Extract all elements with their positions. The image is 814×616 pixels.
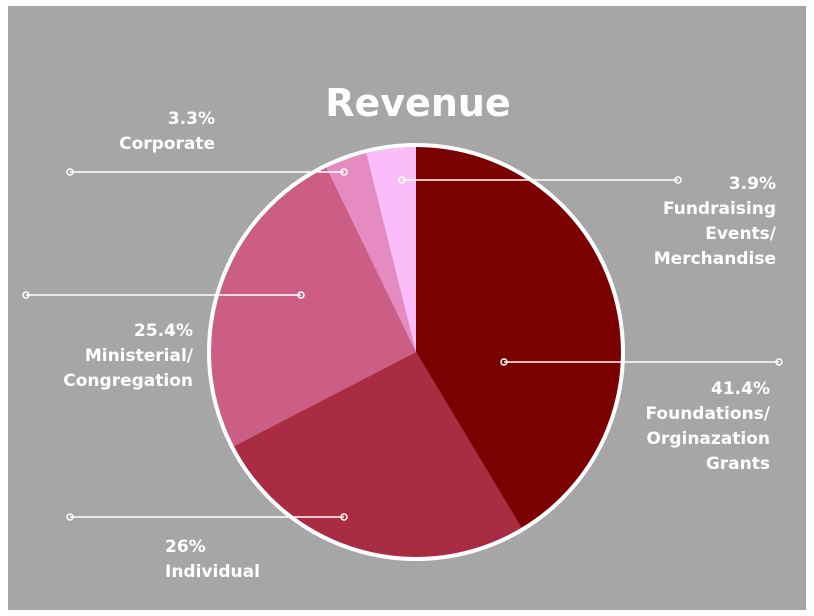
category-label: Foundations/Orginazation Grants xyxy=(645,404,770,474)
value-label: 25.4% xyxy=(134,321,193,341)
leader-dot xyxy=(297,291,305,299)
category-label: Fundraising Events/Merchandise xyxy=(654,199,777,269)
category-label: Ministerial/Congregation xyxy=(63,346,194,391)
leader-dot xyxy=(22,291,30,299)
leader-dot xyxy=(398,176,406,184)
category-label: Corporate xyxy=(119,134,215,154)
value-label: 3.9% xyxy=(729,174,776,194)
pie-slice xyxy=(366,147,416,352)
pie-slice xyxy=(326,153,416,352)
leader-dot xyxy=(500,358,508,366)
leader-dot xyxy=(66,513,74,521)
value-label: 26% xyxy=(165,537,206,557)
pie-outline xyxy=(207,143,625,561)
pie-slice xyxy=(233,352,522,557)
chart-title: Revenue xyxy=(325,81,510,125)
category-label: Individual xyxy=(165,562,260,582)
pie-slice xyxy=(416,147,621,528)
pie-slice xyxy=(211,167,416,447)
value-label: 41.4% xyxy=(711,379,770,399)
leader-dot xyxy=(775,358,783,366)
leader-dot xyxy=(340,168,348,176)
leader-dot xyxy=(674,176,682,184)
value-label: 3.3% xyxy=(168,109,215,129)
leader-dot xyxy=(66,168,74,176)
leader-dot xyxy=(340,513,348,521)
